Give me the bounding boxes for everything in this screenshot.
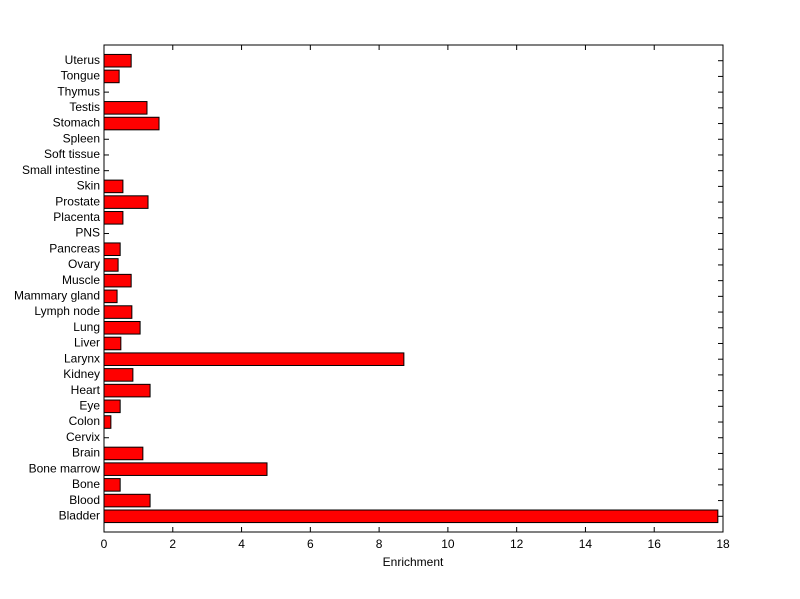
bar	[103, 211, 124, 225]
bar	[103, 352, 405, 366]
x-tick-label: 4	[238, 537, 245, 551]
y-tick-label: Cervix	[66, 430, 100, 444]
y-tick-label: Testis	[69, 100, 100, 114]
bar	[103, 289, 118, 304]
y-tick-label: Uterus	[65, 53, 100, 67]
y-tick-label: Placenta	[53, 210, 100, 224]
bar	[103, 69, 120, 84]
bar	[103, 101, 148, 115]
x-tick-label: 8	[376, 537, 383, 551]
y-tick-label: Mammary gland	[14, 289, 100, 303]
y-tick-label: Ovary	[68, 257, 100, 271]
bar	[103, 320, 141, 335]
bar	[103, 415, 112, 429]
bar	[103, 446, 144, 461]
bar	[103, 53, 132, 68]
y-tick-label: Eye	[79, 398, 100, 412]
y-tick-label: Liver	[74, 336, 100, 350]
y-tick-label: Muscle	[62, 273, 100, 287]
x-tick-label: 2	[169, 537, 176, 551]
y-tick-label: Heart	[71, 383, 101, 397]
y-tick-label: Lung	[73, 320, 100, 334]
y-tick-label: Stomach	[53, 116, 100, 130]
bar	[103, 195, 149, 209]
bar	[103, 242, 121, 257]
y-tick-label: Small intestine	[22, 163, 100, 177]
y-tick-label: Brain	[72, 446, 100, 460]
bar	[103, 478, 121, 492]
y-tick-label: Tongue	[61, 69, 101, 83]
x-axis-label: Enrichment	[383, 555, 444, 569]
x-tick-label: 16	[648, 537, 662, 551]
plot-frame	[103, 44, 724, 533]
bar	[103, 368, 134, 382]
bar	[103, 509, 719, 524]
y-tick-label: Soft tissue	[44, 147, 100, 161]
y-tick-label: Bone marrow	[29, 461, 101, 475]
y-tick-label: Thymus	[57, 84, 100, 98]
bar	[103, 179, 124, 194]
y-tick-label: Prostate	[55, 194, 100, 208]
bar	[103, 399, 121, 414]
x-tick-label: 0	[101, 537, 108, 551]
bar	[103, 273, 132, 288]
bar	[103, 116, 160, 131]
bar	[103, 258, 119, 272]
y-tick-label: Kidney	[63, 367, 100, 381]
y-tick-label: Bladder	[59, 508, 100, 522]
x-tick-label: 6	[307, 537, 314, 551]
y-tick-label: PNS	[75, 226, 100, 240]
x-tick-label: 10	[441, 537, 455, 551]
y-tick-label: Lymph node	[34, 304, 100, 318]
y-tick-label: Larynx	[64, 351, 100, 365]
bar	[103, 462, 268, 476]
y-tick-label: Blood	[69, 493, 100, 507]
y-tick-label: Colon	[69, 414, 100, 428]
bar	[103, 336, 122, 351]
bar	[103, 305, 133, 319]
x-tick-label: 14	[579, 537, 593, 551]
x-tick-label: 18	[716, 537, 730, 551]
bar	[103, 493, 151, 508]
y-tick-label: Skin	[77, 179, 100, 193]
y-tick-label: Pancreas	[49, 241, 100, 255]
x-tick-label: 12	[510, 537, 524, 551]
y-tick-label: Bone	[72, 477, 100, 491]
y-tick-label: Spleen	[63, 131, 100, 145]
bar	[103, 383, 151, 398]
